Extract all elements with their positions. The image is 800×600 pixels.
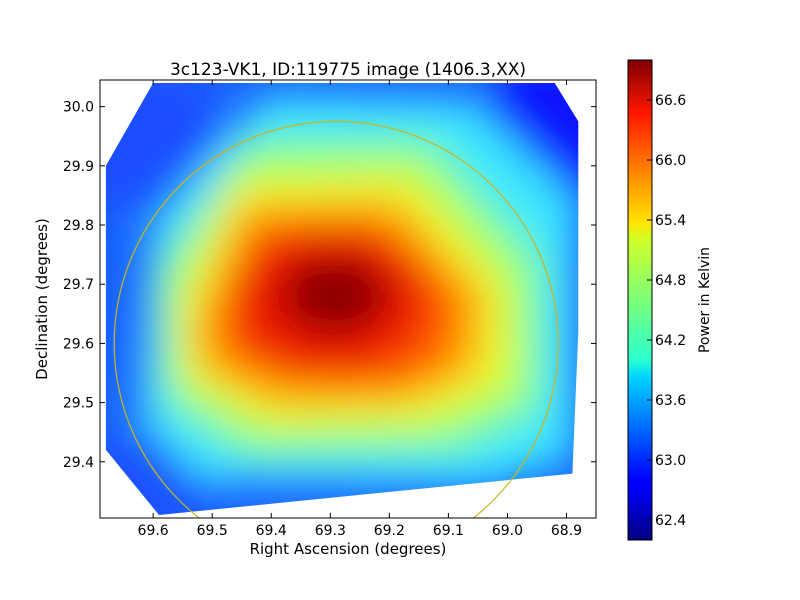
- y-tick-label: 29.5: [63, 396, 94, 412]
- colorbar-tick-label: 63.6: [655, 393, 686, 409]
- heatmap-layers: [105, 83, 579, 515]
- y-axis-label: Declination (degrees): [33, 218, 51, 380]
- x-tick-label: 69.5: [197, 523, 228, 539]
- y-axis-ticks: 29.4 29.5 29.6 29.7 29.8 29.9 30.0: [63, 100, 596, 471]
- colorbar-tick-label: 66.6: [655, 93, 686, 109]
- x-tick-label: 69.0: [492, 523, 523, 539]
- x-axis-label: Right Ascension (degrees): [250, 540, 447, 558]
- y-tick-label: 29.9: [63, 159, 94, 175]
- chart-title: 3c123-VK1, ID:119775 image (1406.3,XX): [170, 60, 526, 80]
- y-tick-label: 29.4: [63, 455, 94, 471]
- x-tick-label: 69.4: [256, 523, 287, 539]
- y-tick-label: 29.6: [63, 336, 94, 352]
- colorbar-tick-label: 62.4: [655, 513, 686, 529]
- colorbar-tick-label: 64.2: [655, 333, 686, 349]
- x-tick-label: 69.3: [315, 523, 346, 539]
- colorbar-tick-label: 63.0: [655, 453, 686, 469]
- colorbar-ticks: 62.4 63.0 63.6 64.2 64.8 65.4 66.0 66.6: [647, 93, 686, 529]
- plot-frame: [99, 79, 597, 519]
- colorbar-tick-label: 66.0: [655, 153, 686, 169]
- y-tick-label: 30.0: [63, 100, 94, 116]
- x-tick-label: 69.1: [433, 523, 464, 539]
- x-axis-ticks: 69.6 69.5 69.4 69.3 69.2 69.1 69.0 68.9: [138, 80, 582, 539]
- heatmap-area: [105, 83, 579, 518]
- observation-circle: [113, 120, 559, 518]
- colorbar: [627, 59, 653, 541]
- x-tick-label: 68.9: [551, 523, 582, 539]
- x-tick-label: 69.2: [374, 523, 405, 539]
- x-tick-label: 69.6: [138, 523, 169, 539]
- colorbar-label: Power in Kelvin: [697, 247, 713, 353]
- y-tick-label: 29.8: [63, 218, 94, 234]
- colorbar-tick-label: 65.4: [655, 213, 686, 229]
- y-tick-label: 29.7: [63, 277, 94, 293]
- colorbar-tick-label: 64.8: [655, 273, 686, 289]
